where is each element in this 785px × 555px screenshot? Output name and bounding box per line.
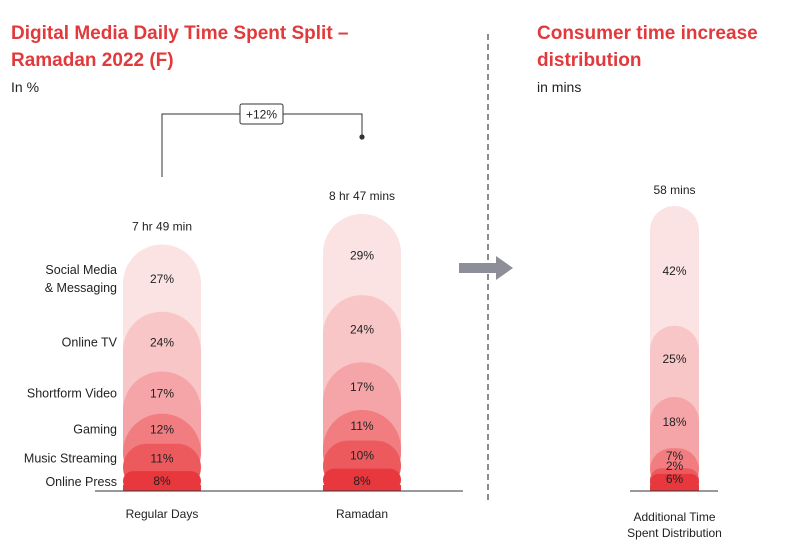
- increase-label: +12%: [246, 108, 277, 122]
- value-label: 11%: [350, 419, 373, 433]
- value-label: 24%: [350, 323, 374, 337]
- right-title-line1: Consumer time increase: [537, 23, 758, 44]
- bar-total-label: 7 hr 49 min: [132, 219, 192, 233]
- increase-badge: [239, 103, 284, 125]
- value-label: 10%: [350, 449, 374, 463]
- left-title-line2: Ramadan 2022 (F): [11, 50, 174, 71]
- value-label: 27%: [150, 272, 174, 286]
- value-label: 18%: [662, 415, 686, 429]
- bar-total-label: 8 hr 47 mins: [329, 189, 395, 203]
- segment-label-social-media-messaging: Social Media: [45, 263, 117, 277]
- segment-label-online-press: Online Press: [45, 475, 117, 489]
- left-chart-title: Digital Media Daily Time Spent Split – R…: [11, 20, 391, 74]
- right-x-tick-label: Spent Distribution: [627, 526, 722, 540]
- segment-label-shortform-video: Shortform Video: [27, 387, 117, 401]
- value-label: 8%: [353, 474, 371, 488]
- value-label: 17%: [350, 380, 374, 394]
- value-label: 25%: [662, 352, 686, 366]
- left-chart-subtitle: In %: [11, 79, 40, 95]
- segment-label-social-media-messaging: & Messaging: [45, 281, 117, 295]
- segment-label-gaming: Gaming: [73, 423, 117, 437]
- right-title-line2: distribution: [537, 50, 642, 71]
- x-tick-label: Regular Days: [126, 507, 199, 521]
- bar-ramadan-base-square: [323, 485, 401, 491]
- right-chart-subtitle: in mins: [537, 79, 582, 95]
- value-label: 7%: [666, 449, 684, 463]
- right-x-tick-label: Additional Time: [633, 510, 715, 524]
- bar-additional-time-base-square: [650, 485, 699, 491]
- value-label: 8%: [153, 474, 171, 488]
- transition-arrow-icon: [459, 256, 513, 280]
- value-label: 17%: [150, 387, 174, 401]
- bracket-end-dot: [359, 134, 365, 140]
- segment-label-online-tv: Online TV: [62, 336, 118, 350]
- segment-label-music-streaming: Music Streaming: [24, 451, 117, 465]
- right-chart-title: Consumer time increase distribution: [537, 20, 782, 74]
- value-label: 42%: [662, 264, 686, 278]
- value-label: 11%: [150, 451, 173, 465]
- bar-total-label: 58 mins: [653, 183, 695, 197]
- value-label: 6%: [666, 472, 684, 486]
- value-label: 29%: [350, 249, 374, 263]
- bar-regular-days-base-square: [123, 485, 201, 491]
- value-label: 12%: [150, 423, 174, 437]
- value-label: 2%: [666, 459, 684, 473]
- value-label: 24%: [150, 336, 174, 350]
- left-title-line1: Digital Media Daily Time Spent Split –: [11, 23, 349, 44]
- x-tick-label: Ramadan: [336, 507, 388, 521]
